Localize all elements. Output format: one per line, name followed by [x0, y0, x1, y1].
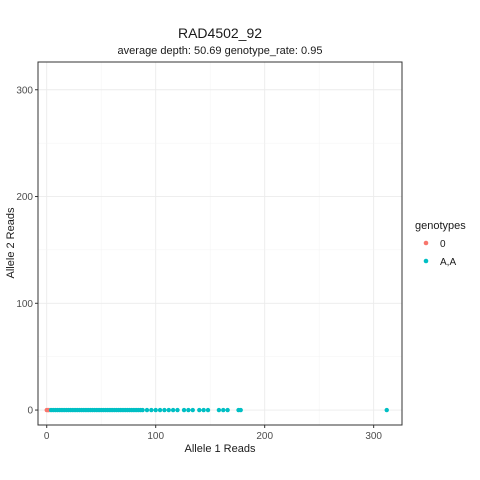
legend-swatch-aa [423, 258, 429, 264]
data-point-aa [197, 407, 202, 413]
data-point-aa [140, 407, 145, 413]
legend-label-0: 0 [440, 239, 446, 250]
data-point-aa [144, 407, 150, 413]
legend-swatch-0 [423, 240, 429, 246]
chart-subtitle: average depth: 50.69 genotype_rate: 0.95 [118, 45, 323, 57]
data-point-aa [157, 407, 163, 413]
x-tick-label: 0 [44, 431, 50, 442]
data-point-aa [153, 407, 158, 413]
plot-panel-border [37, 61, 403, 426]
data-point-aa [384, 407, 389, 413]
data-point-aa [190, 407, 195, 413]
data-point-aa [238, 407, 243, 413]
axis-ticks: 0 100 200 300 0 100 200 300 [16, 85, 382, 442]
grid-lines [38, 62, 402, 425]
legend-title: genotypes [415, 220, 466, 232]
y-tick-label: 100 [16, 299, 33, 310]
data-point-aa [175, 407, 180, 413]
y-tick-label: 200 [16, 192, 33, 203]
x-tick-label: 300 [365, 431, 382, 442]
y-tick-label: 0 [27, 406, 33, 417]
data-point-aa [201, 407, 206, 413]
data-point-aa [181, 407, 187, 413]
data-point-aa [225, 407, 230, 413]
data-point-aa [216, 407, 222, 413]
x-axis-title: Allele 1 Reads [185, 443, 256, 455]
data-point-aa [186, 407, 191, 413]
x-tick-label: 200 [256, 431, 273, 442]
data-point-aa [162, 407, 167, 413]
chart-title: RAD4502_92 [178, 25, 262, 41]
data-points [44, 407, 389, 413]
x-tick-label: 100 [147, 431, 164, 442]
data-point-aa [221, 407, 226, 413]
data-point-aa [205, 407, 211, 413]
y-tick-label: 300 [16, 85, 33, 96]
y-axis-title: Allele 2 Reads [5, 207, 17, 278]
data-point-aa [166, 407, 171, 413]
data-point-aa [170, 407, 176, 413]
data-point-aa [149, 407, 154, 413]
legend-label-aa: A,A [440, 257, 456, 268]
